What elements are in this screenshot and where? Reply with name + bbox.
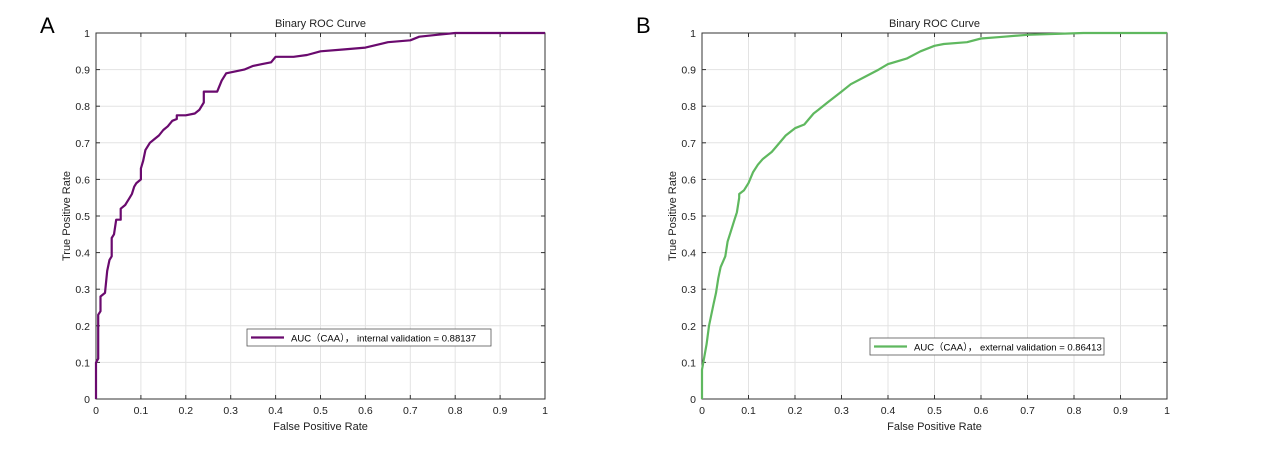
y-tick-label: 0.1 <box>75 357 90 369</box>
x-tick-label: 0.5 <box>313 405 328 417</box>
y-tick-label: 0.2 <box>681 321 696 333</box>
x-tick-label: 0.6 <box>974 405 989 417</box>
legend-label: AUC（CAA）， external validation = 0.86413 <box>914 342 1102 354</box>
x-tick-label: 0 <box>93 405 99 417</box>
y-tick-label: 0.5 <box>75 211 90 223</box>
y-tick-label: 0.6 <box>681 174 696 186</box>
x-tick-label: 0.1 <box>741 405 756 417</box>
y-tick-label: 0.8 <box>75 101 90 113</box>
x-tick-label: 0.9 <box>493 405 508 417</box>
x-tick-label: 0 <box>699 405 705 417</box>
y-tick-label: 0.9 <box>681 65 696 77</box>
x-tick-label: 0.3 <box>223 405 238 417</box>
y-tick-label: 1 <box>84 28 90 40</box>
y-tick-label: 0.9 <box>75 65 90 77</box>
x-tick-label: 0.8 <box>1067 405 1082 417</box>
y-tick-label: 0 <box>690 394 696 406</box>
x-axis-label: False Positive Rate <box>887 421 982 433</box>
x-tick-label: 0.8 <box>448 405 463 417</box>
x-axis-label: False Positive Rate <box>273 421 368 433</box>
y-tick-label: 0.8 <box>681 101 696 113</box>
y-tick-label: 0.7 <box>681 138 696 150</box>
legend: AUC（CAA）， external validation = 0.86413 <box>869 337 1105 356</box>
y-tick-label: 0.2 <box>75 321 90 333</box>
y-tick-label: 0.1 <box>681 357 696 369</box>
legend-box <box>869 337 1105 356</box>
x-tick-label: 0.2 <box>788 405 803 417</box>
roc-curve-line <box>94 31 545 399</box>
x-tick-label: 0.3 <box>834 405 849 417</box>
x-tick-label: 1 <box>1164 405 1170 417</box>
y-axis-label: True Positive Rate <box>61 171 73 261</box>
y-tick-label: 1 <box>690 28 696 40</box>
x-tick-label: 0.6 <box>358 405 373 417</box>
roc-curve-line <box>700 31 1167 399</box>
chart-panel-a: A 0 0.1 0.2 0.3 0.4 0.5 0.6 0.7 0.8 0.9 1 0 0.1 0.2 0.3… <box>40 13 548 433</box>
x-tick-label: 0.9 <box>1113 405 1128 417</box>
chart-title: Binary ROC Curve <box>889 18 980 30</box>
panel-label: A <box>40 13 55 38</box>
y-tick-label: 0 <box>84 394 90 406</box>
x-tick-label: 0.5 <box>927 405 942 417</box>
x-tick-label: 1 <box>542 405 548 417</box>
y-tick-label: 0.4 <box>75 248 90 260</box>
x-tick-label: 0.2 <box>178 405 193 417</box>
y-tick-label: 0.7 <box>75 138 90 150</box>
y-tick-label: 0.5 <box>681 211 696 223</box>
panel-label: B <box>636 13 651 38</box>
chart-panel-b: B 0 0.1 0.2 0.3 0.4 0.5 0.6 0.7 0.8 0.9 1 0 0.1 0.2 0.3… <box>636 13 1170 433</box>
axes-box <box>701 32 1168 400</box>
y-tick-label: 0.4 <box>681 248 696 260</box>
x-tick-label: 0.4 <box>881 405 896 417</box>
y-tick-label: 0.3 <box>681 284 696 296</box>
y-tick-label: 0.3 <box>75 284 90 296</box>
legend-label: AUC（CAA）， internal validation = 0.88137 <box>291 333 476 345</box>
x-tick-label: 0.7 <box>403 405 418 417</box>
legend-box <box>246 328 492 347</box>
x-tick-label: 0.4 <box>268 405 283 417</box>
chart-title: Binary ROC Curve <box>275 18 366 30</box>
legend: AUC（CAA）， internal validation = 0.88137 <box>246 328 492 347</box>
x-tick-label: 0.1 <box>134 405 149 417</box>
y-axis-label: True Positive Rate <box>667 171 679 261</box>
axes-box <box>95 32 546 400</box>
y-tick-label: 0.6 <box>75 174 90 186</box>
x-tick-label: 0.7 <box>1020 405 1035 417</box>
